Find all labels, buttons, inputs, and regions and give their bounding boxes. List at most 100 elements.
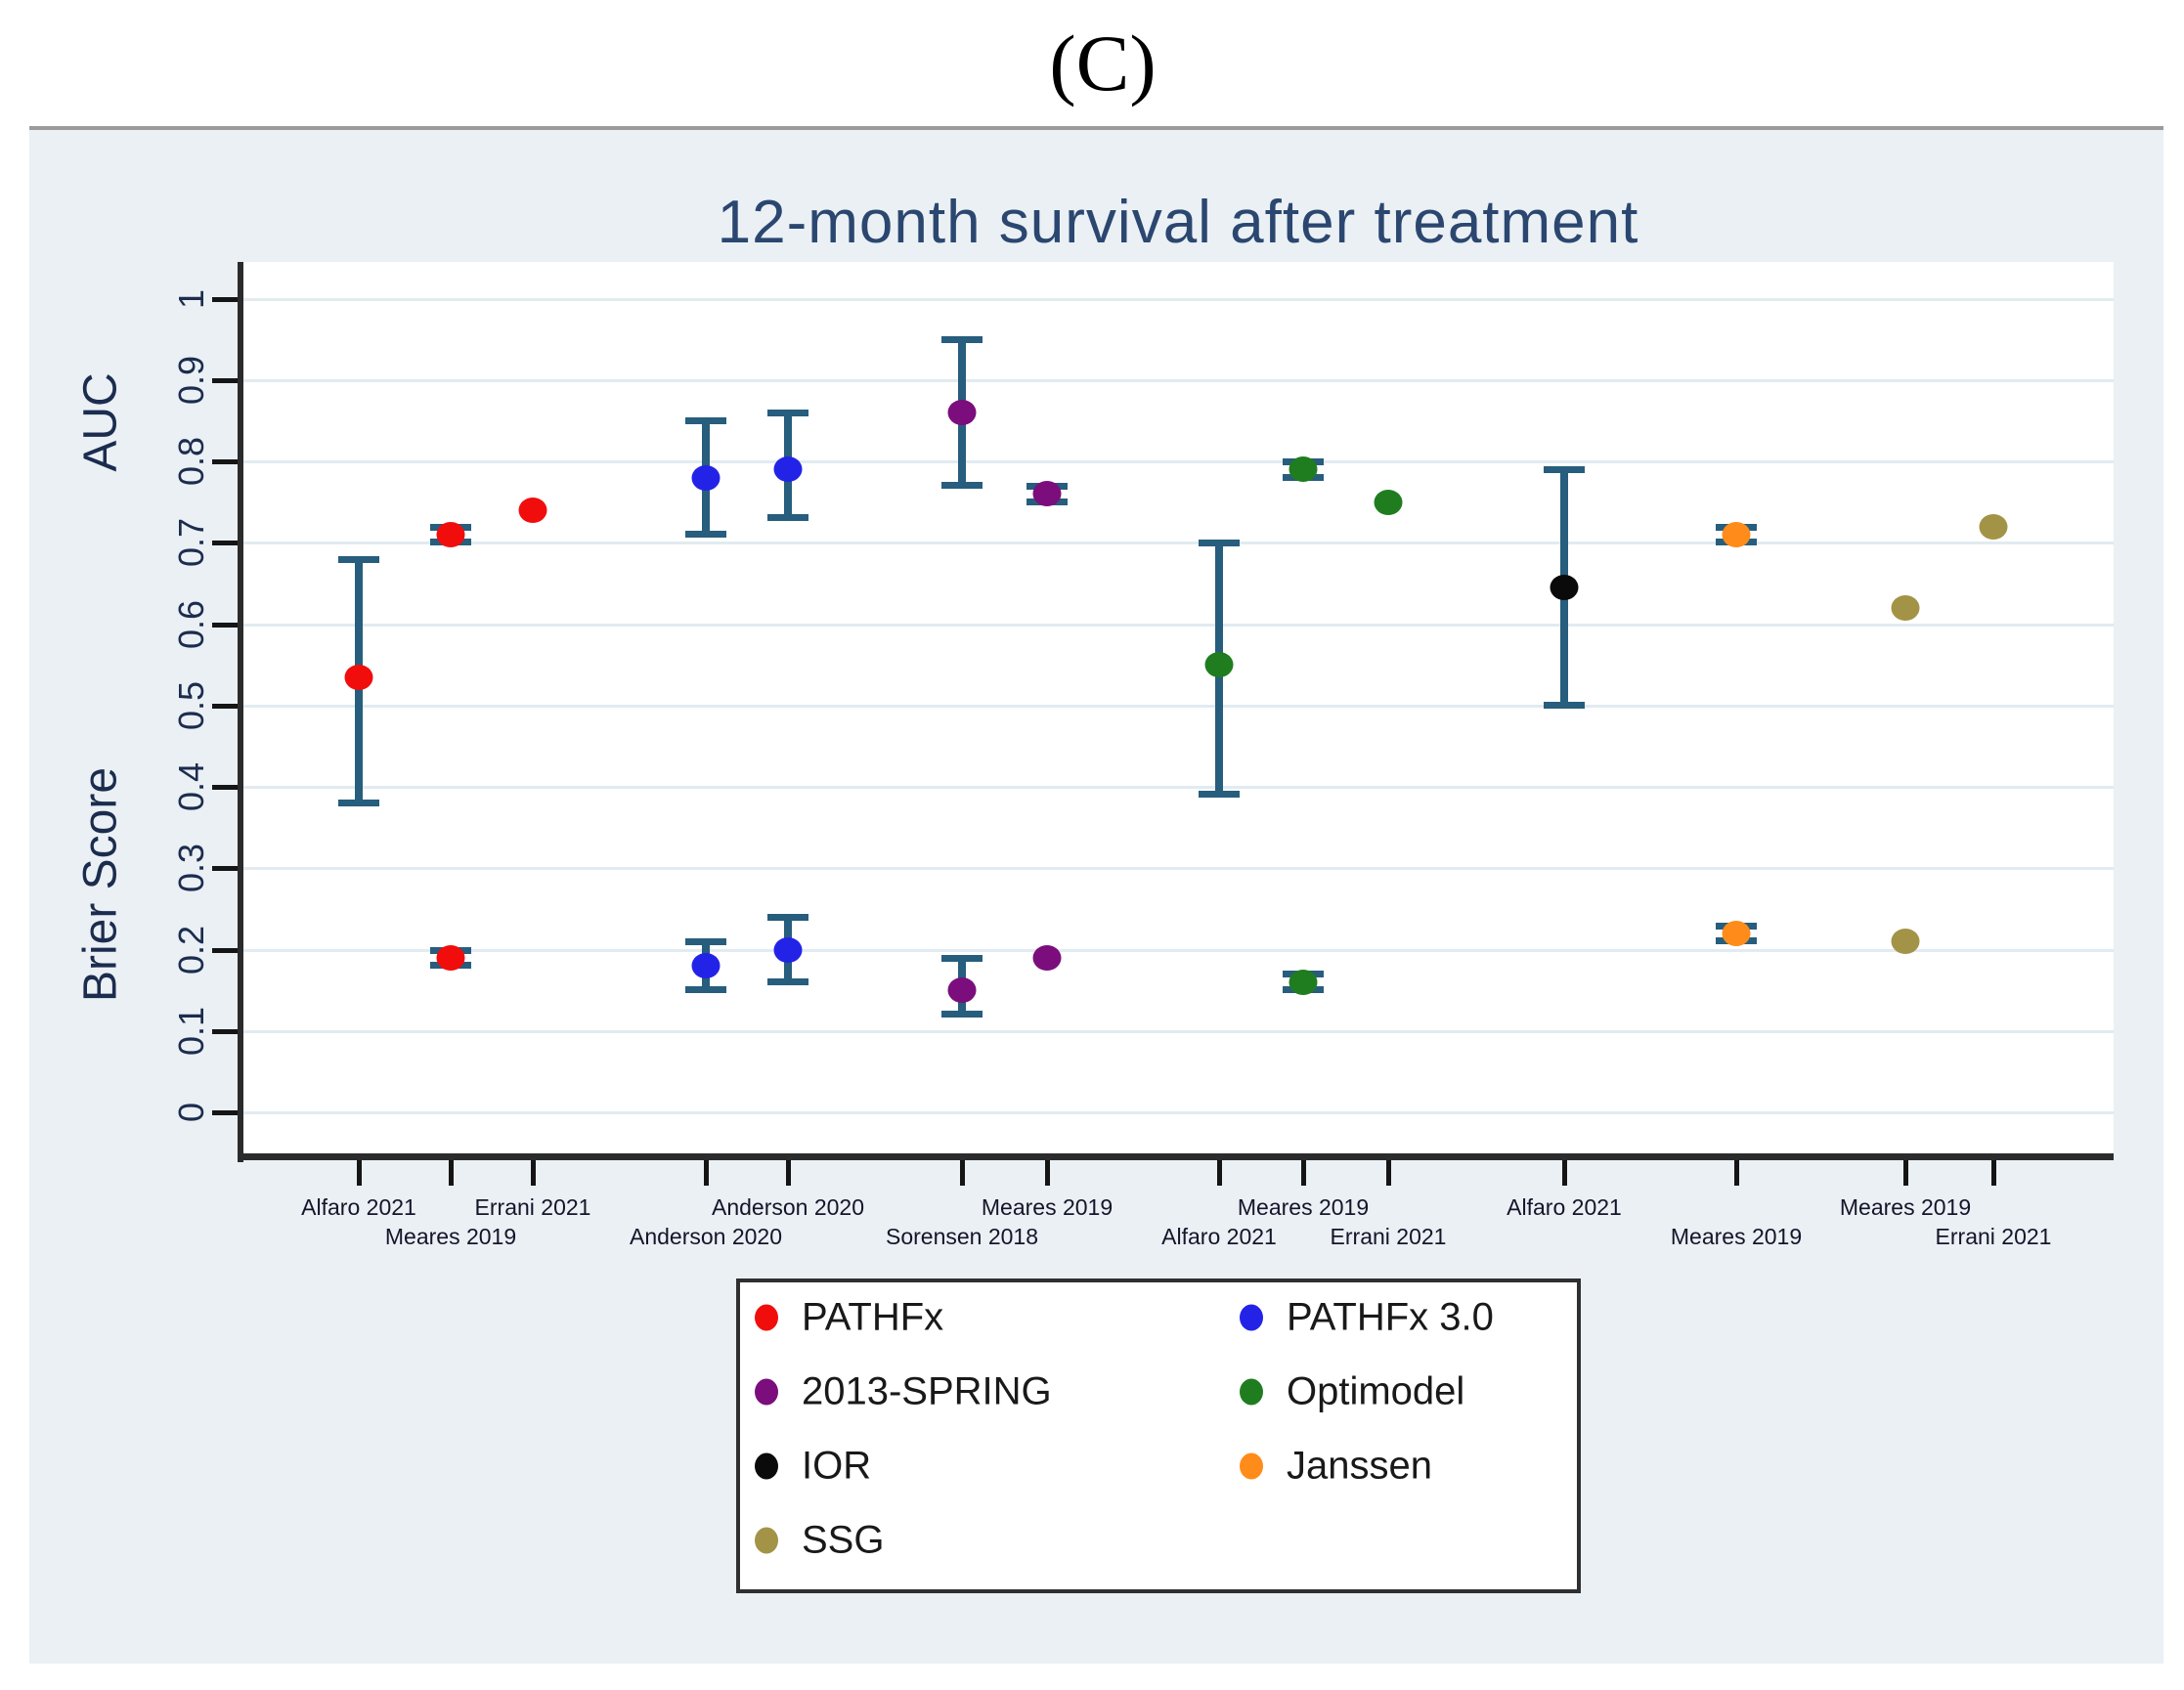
x-tick-label: Meares 2019 <box>1237 1194 1370 1220</box>
x-tick-mark <box>960 1160 965 1186</box>
data-point-auc <box>691 464 721 491</box>
error-bar-cap-bottom <box>1199 791 1240 799</box>
y-tick-mark <box>212 947 238 953</box>
y-axis-label-brier-score: Brier Score <box>74 766 127 1003</box>
error-bar-cap-bottom <box>685 986 726 994</box>
x-tick-mark <box>1562 1160 1567 1186</box>
y-axis-line <box>238 262 243 1162</box>
error-bar-cap-top <box>1544 466 1585 474</box>
plot-area <box>242 262 2114 1156</box>
x-tick-label: Meares 2019 <box>981 1194 1114 1220</box>
legend-marker-icon <box>1240 1452 1263 1480</box>
x-tick-mark <box>704 1160 709 1186</box>
data-point-brier <box>436 944 465 971</box>
legend-item-label: SSG <box>802 1518 885 1562</box>
gridline <box>242 1029 2114 1033</box>
x-axis-line <box>238 1153 2114 1160</box>
legend-marker-icon <box>755 1527 778 1554</box>
x-tick-label: Errani 2021 <box>1330 1224 1447 1249</box>
data-point-auc <box>1891 594 1920 621</box>
data-point-auc <box>1722 521 1751 547</box>
x-tick-label: Sorensen 2018 <box>885 1224 1039 1249</box>
gridline <box>242 948 2114 952</box>
legend-marker-icon <box>755 1304 778 1331</box>
legend-item-label: PATHFx <box>802 1295 944 1339</box>
data-point-auc <box>1374 489 1403 515</box>
x-tick-label: Alfaro 2021 <box>301 1194 416 1220</box>
error-bar-cap-top <box>767 914 808 922</box>
data-point-auc <box>773 456 803 483</box>
legend-item-label: Optimodel <box>1287 1369 1465 1413</box>
y-tick-mark <box>212 377 238 383</box>
data-point-auc <box>1289 456 1318 483</box>
y-tick-label: 0.5 <box>171 680 211 730</box>
y-tick-label: 0.2 <box>171 925 211 975</box>
data-point-auc <box>947 400 977 426</box>
error-bar-cap-bottom <box>1544 701 1585 709</box>
error-bar-cap-top <box>685 417 726 425</box>
legend-item-label: 2013-SPRING <box>802 1369 1052 1413</box>
x-tick-label: Meares 2019 <box>1670 1224 1803 1249</box>
legend-item-label: Janssen <box>1287 1444 1432 1488</box>
gridline <box>242 1111 2114 1114</box>
x-tick-mark <box>1386 1160 1391 1186</box>
error-bar-cap-bottom <box>767 977 808 985</box>
x-tick-mark <box>1991 1160 1996 1186</box>
x-tick-mark <box>449 1160 454 1186</box>
gridline <box>242 623 2114 627</box>
y-tick-mark <box>212 1028 238 1034</box>
data-point-auc <box>1550 575 1579 601</box>
data-point-auc <box>1032 481 1062 507</box>
x-tick-label: Meares 2019 <box>384 1224 517 1249</box>
gridline <box>242 867 2114 871</box>
error-bar-cap-top <box>941 954 983 962</box>
y-tick-mark <box>212 459 238 464</box>
x-tick-label: Alfaro 2021 <box>1507 1194 1622 1220</box>
chart-title: 12-month survival after treatment <box>717 189 1639 256</box>
data-point-brier <box>1032 944 1062 971</box>
error-bar-cap-bottom <box>941 481 983 489</box>
x-tick-mark <box>1045 1160 1050 1186</box>
error-bar-cap-bottom <box>941 1011 983 1018</box>
gridline <box>242 378 2114 382</box>
x-tick-label: Anderson 2020 <box>711 1194 865 1220</box>
data-point-brier <box>691 953 721 979</box>
y-axis-label-auc: AUC <box>74 372 127 472</box>
data-point-brier <box>773 936 803 963</box>
y-tick-mark <box>212 622 238 628</box>
error-bar-cap-bottom <box>685 530 726 538</box>
x-tick-label: Errani 2021 <box>1935 1224 2052 1249</box>
y-tick-label: 0.7 <box>171 518 211 568</box>
y-tick-mark <box>212 296 238 302</box>
error-bar-cap-top <box>767 410 808 417</box>
gridline <box>242 542 2114 545</box>
y-tick-mark <box>212 1110 238 1115</box>
y-tick-mark <box>212 866 238 872</box>
error-bar-cap-top <box>685 938 726 946</box>
y-tick-mark <box>212 785 238 790</box>
y-tick-mark <box>212 541 238 546</box>
data-point-auc <box>1204 652 1234 678</box>
data-point-brier <box>947 977 977 1004</box>
figure-letter-label: (C) <box>1049 19 1157 108</box>
data-point-brier <box>1722 920 1751 946</box>
x-tick-mark <box>1217 1160 1222 1186</box>
data-point-brier <box>1289 969 1318 995</box>
divider-line <box>29 126 2163 130</box>
data-point-auc <box>518 497 547 523</box>
error-bar-cap-top <box>338 555 379 563</box>
legend-marker-icon <box>755 1452 778 1480</box>
y-tick-label: 0.6 <box>171 599 211 649</box>
y-tick-label: 0.3 <box>171 844 211 893</box>
y-tick-label: 0.4 <box>171 761 211 812</box>
x-tick-mark <box>357 1160 362 1186</box>
y-tick-label: 1 <box>171 288 211 309</box>
data-point-auc <box>436 521 465 547</box>
x-tick-mark <box>531 1160 536 1186</box>
y-tick-label: 0.8 <box>171 436 211 487</box>
x-tick-label: Anderson 2020 <box>629 1224 783 1249</box>
gridline <box>242 297 2114 301</box>
x-tick-label: Meares 2019 <box>1839 1194 1972 1220</box>
x-tick-mark <box>786 1160 791 1186</box>
y-tick-label: 0 <box>171 1102 211 1123</box>
